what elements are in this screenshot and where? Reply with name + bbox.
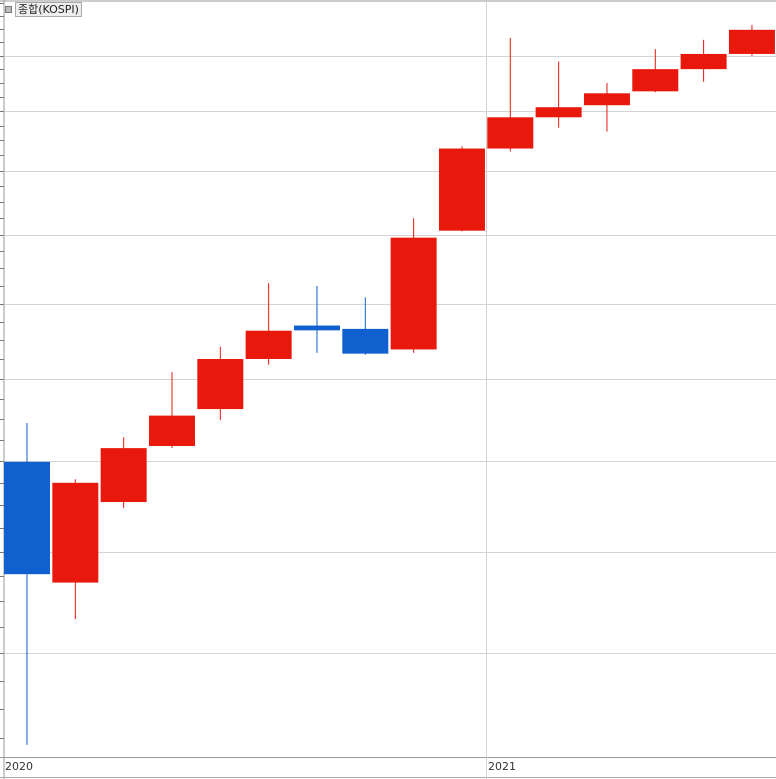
- legend[interactable]: 종합(KOSPI): [5, 2, 82, 17]
- legend-toggle-icon[interactable]: [5, 6, 12, 13]
- candle-body-down: [4, 461, 50, 575]
- candle-body-up: [583, 93, 630, 106]
- candle-body-up: [487, 117, 534, 149]
- x-tick-label-2020: 2020: [5, 760, 33, 773]
- candle-body-up: [100, 448, 147, 503]
- candle-body-up: [438, 148, 485, 231]
- candle-body-up: [632, 69, 679, 92]
- legend-series-label[interactable]: 종합(KOSPI): [15, 2, 82, 17]
- candle-body-up: [728, 29, 775, 54]
- candle-body-up: [535, 107, 582, 118]
- candle-body-up: [680, 53, 727, 70]
- candle-body-up: [245, 330, 292, 359]
- candle-body-up: [148, 415, 195, 447]
- candle-body-up: [390, 237, 437, 350]
- candle-body-up: [197, 358, 244, 410]
- candle-body-down: [342, 328, 389, 354]
- candle-body-up: [52, 482, 99, 583]
- candle-body-down: [293, 325, 340, 331]
- x-tick-label-2021: 2021: [488, 760, 516, 773]
